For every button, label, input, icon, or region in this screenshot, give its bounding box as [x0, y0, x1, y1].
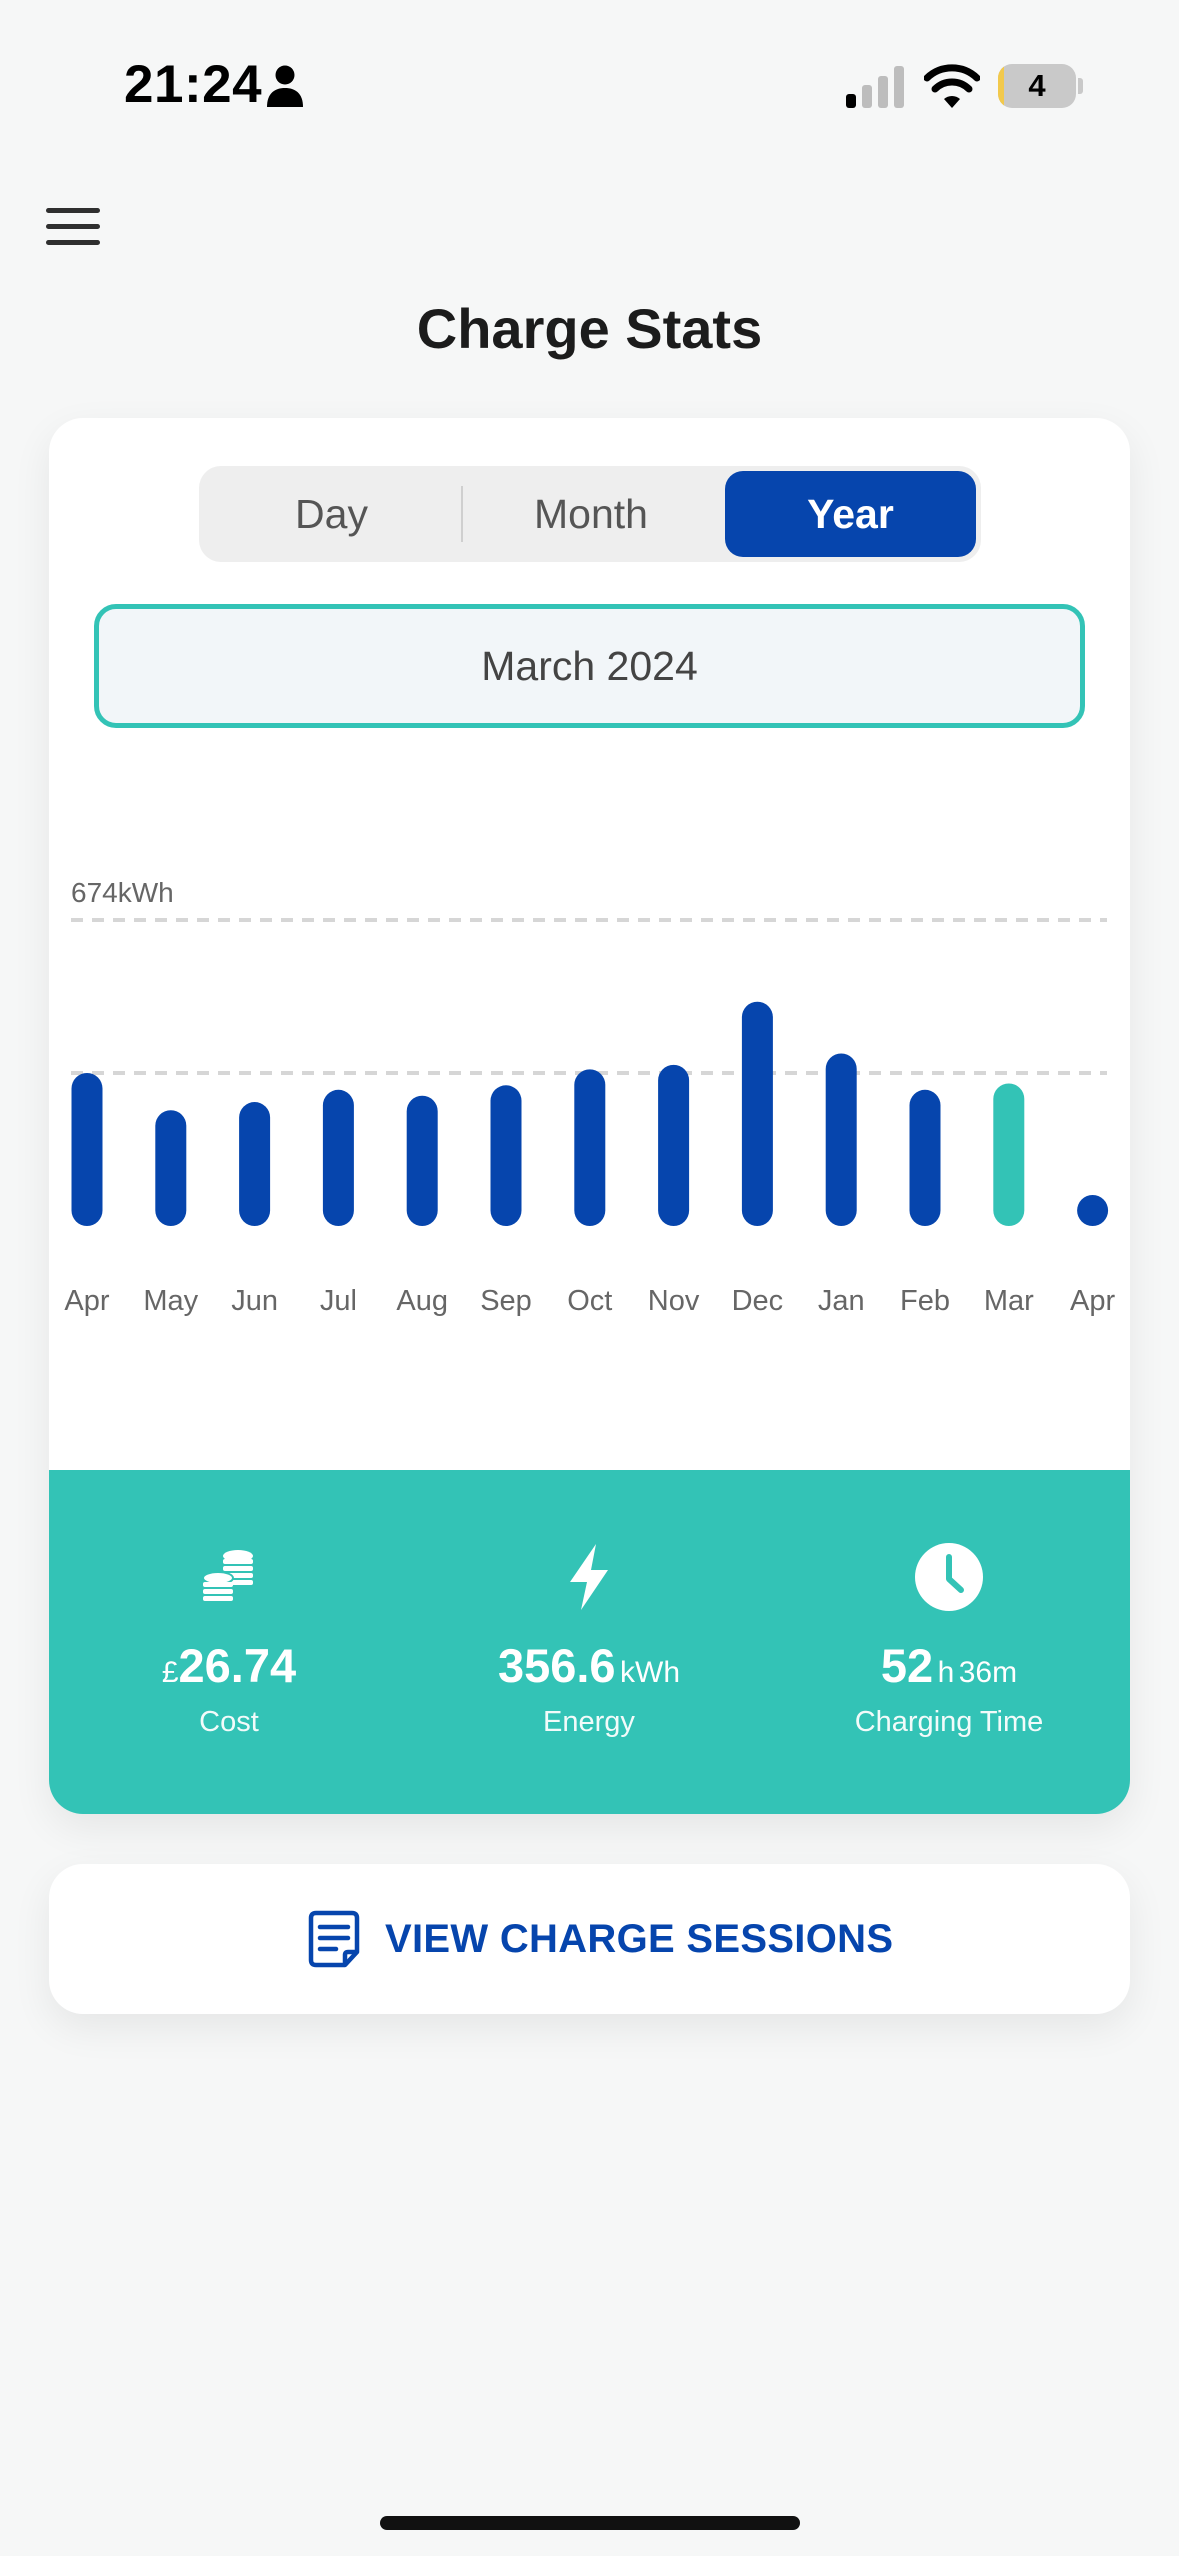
energy-value: 356.6 [497, 1639, 616, 1692]
page-title: Charge Stats [416, 297, 763, 360]
bar-nov-7[interactable] [658, 1064, 690, 1226]
tab-year[interactable]: Year [725, 471, 976, 557]
energy-metric: 356.6 kWh Energy [409, 1470, 769, 1814]
x-tick-label-8: Dec [732, 1285, 784, 1317]
x-tick-label-1: May [143, 1285, 198, 1317]
x-tick-label-3: Jul [320, 1285, 357, 1317]
view-charge-sessions-label: VIEW CHARGE SESSIONS [385, 1917, 894, 1961]
view-charge-sessions-button[interactable]: VIEW CHARGE SESSIONS [49, 1864, 1130, 2014]
x-tick-label-5: Sep [480, 1285, 532, 1317]
summary-strip: £26.74 Cost 356.6 kWh Energy 52 h 36m [49, 1470, 1130, 1814]
chart-max-label: 674kWh [71, 877, 174, 908]
energy-label: Energy [543, 1706, 635, 1738]
document-list-icon [308, 1910, 360, 1968]
bar-apr-12[interactable] [1077, 1195, 1109, 1226]
battery-level: 4 [1028, 68, 1046, 103]
bar-aug-4[interactable] [406, 1095, 438, 1226]
status-time: 21:24 [124, 55, 263, 114]
x-tick-label-9: Jan [818, 1285, 865, 1317]
tab-month[interactable]: Month [534, 491, 648, 537]
period-selector: Day Month Year [199, 466, 981, 562]
x-tick-label-6: Oct [567, 1285, 612, 1317]
battery-cap [1078, 78, 1083, 94]
bar-jul-3[interactable] [322, 1089, 354, 1226]
charging-time-hours: 52 [880, 1639, 934, 1692]
clock-icon [915, 1543, 983, 1611]
bar-jun-2[interactable] [239, 1102, 271, 1226]
hamburger-menu-icon[interactable] [44, 204, 106, 248]
battery-icon: 4 [998, 64, 1076, 108]
status-bar: 21:24 4 [0, 0, 1179, 170]
x-tick-label-4: Aug [396, 1285, 448, 1317]
x-tick-label-2: Jun [231, 1285, 278, 1317]
energy-unit: kWh [620, 1656, 681, 1689]
charging-time-minutes: 36m [958, 1656, 1018, 1689]
bar-feb-10[interactable] [909, 1089, 941, 1226]
bar-may-1[interactable] [155, 1110, 187, 1226]
charging-time-value-row: 52 h 36m [769, 1638, 1129, 1693]
x-tick-label-10: Feb [900, 1285, 950, 1317]
cellular-signal-icon [846, 66, 904, 108]
bar-sep-5[interactable] [490, 1085, 522, 1226]
x-tick-label-7: Nov [648, 1285, 700, 1317]
date-picker[interactable]: March 2024 [94, 604, 1085, 728]
charging-time-hours-unit: h [937, 1656, 955, 1689]
tab-divider [461, 486, 463, 542]
x-tick-label-11: Mar [984, 1285, 1034, 1317]
stats-card: Day Month Year March 2024 674kWh Apr May Ju… [49, 418, 1130, 1814]
lightning-bolt-icon [570, 1544, 608, 1610]
energy-chart-svg: 674kWh Apr May Jun Jul Aug Sep Oct Nov Dec Jan Feb M… [64, 877, 1115, 1317]
bar-jan-9[interactable] [825, 1053, 857, 1226]
charging-time-metric: 52 h 36m Charging Time [769, 1470, 1129, 1814]
person-icon [267, 65, 303, 107]
battery-fill [998, 64, 1004, 108]
x-tick-label-12: Apr [1070, 1285, 1115, 1317]
energy-value-row: 356.6 kWh [409, 1638, 769, 1693]
bar-mar-11[interactable] [993, 1083, 1025, 1226]
cost-value-row: £26.74 [49, 1638, 409, 1693]
cost-currency: £ [161, 1656, 179, 1689]
wifi-icon [924, 64, 980, 108]
energy-chart: 674kWh Apr May Jun Jul Aug Sep Oct Nov Dec Jan Feb M… [49, 758, 1130, 1358]
bar-dec-8[interactable] [741, 1001, 773, 1226]
home-indicator[interactable] [380, 2516, 800, 2530]
x-tick-label-0: Apr [64, 1285, 109, 1317]
tab-day[interactable]: Day [295, 491, 368, 537]
cost-metric: £26.74 Cost [49, 1470, 409, 1814]
bar-apr-0[interactable] [71, 1073, 103, 1226]
cost-value: 26.74 [178, 1639, 297, 1692]
coins-icon [202, 1550, 253, 1601]
bar-oct-6[interactable] [574, 1069, 606, 1226]
cost-label: Cost [199, 1706, 259, 1738]
charging-time-label: Charging Time [854, 1706, 1044, 1738]
